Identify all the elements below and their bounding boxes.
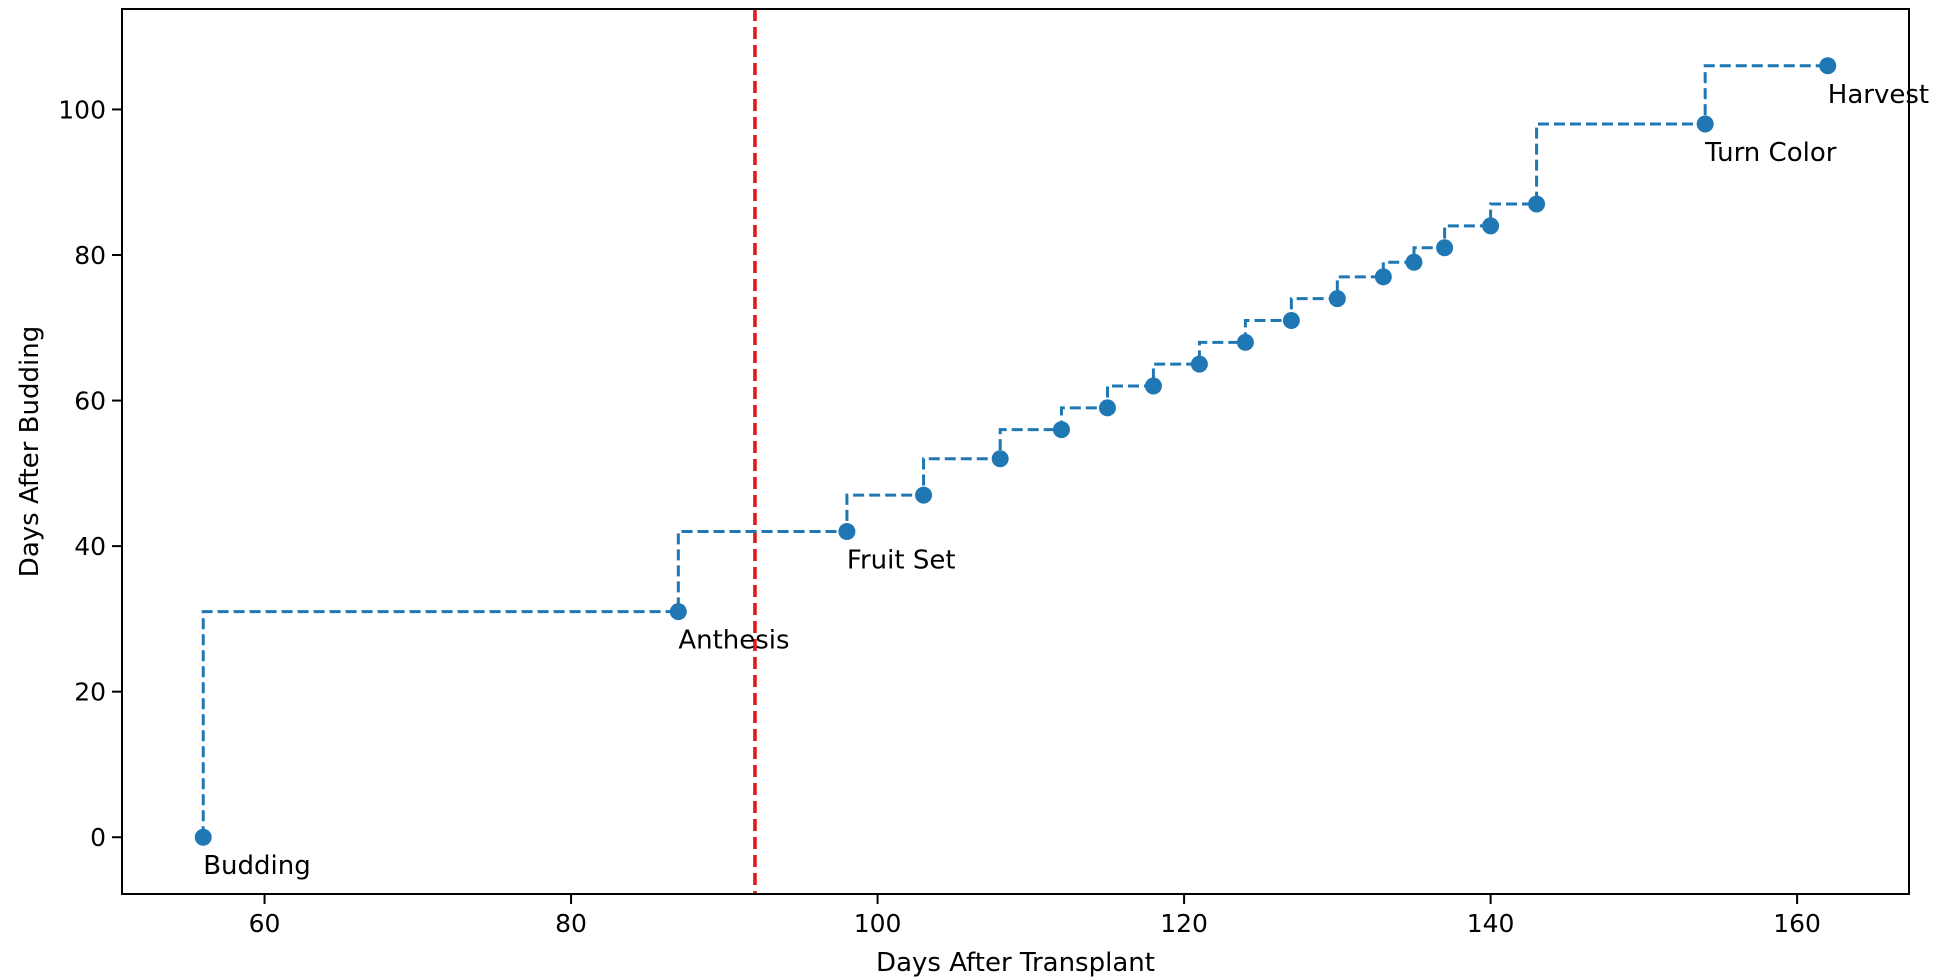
- plot-frame: [121, 8, 1910, 895]
- y-tick-label: 0: [90, 823, 106, 852]
- data-point: [1482, 217, 1500, 235]
- y-tick-label: 40: [74, 532, 106, 561]
- y-tick-label: 80: [74, 241, 106, 270]
- data-point: [991, 450, 1009, 468]
- y-tick-label: 60: [74, 387, 106, 416]
- point-annotation: Harvest: [1828, 80, 1929, 110]
- data-point: [915, 486, 933, 504]
- point-annotation: Anthesis: [678, 626, 789, 656]
- data-point: [194, 828, 212, 846]
- y-axis-title: Days After Budding: [15, 326, 45, 577]
- data-point: [1696, 115, 1714, 133]
- data-point: [1144, 377, 1162, 395]
- annotation-layer: Budding Anthesis Fruit Set Turn Color Harves…: [203, 80, 1929, 881]
- data-point: [1436, 239, 1454, 257]
- point-annotation: Turn Color: [1704, 138, 1837, 168]
- data-point: [838, 523, 856, 541]
- data-point: [1374, 268, 1392, 286]
- point-annotation: Budding: [203, 851, 311, 881]
- x-tick-label: 160: [1773, 909, 1821, 938]
- x-tick-label: 120: [1160, 909, 1208, 938]
- x-axis-title: Days After Transplant: [876, 948, 1155, 978]
- data-point: [1405, 253, 1423, 271]
- tick-layer: 60 80 100 120 140 160 0 20 40 60 80 100: [58, 95, 1821, 938]
- point-annotation: Fruit Set: [847, 546, 956, 576]
- marker-layer: [194, 57, 1837, 846]
- y-tick-label: 20: [74, 678, 106, 707]
- data-point: [1528, 195, 1546, 213]
- data-point: [1328, 290, 1346, 308]
- x-tick-label: 80: [555, 909, 587, 938]
- x-tick-label: 140: [1467, 909, 1515, 938]
- data-point: [1282, 311, 1300, 329]
- x-tick-label: 60: [249, 909, 281, 938]
- data-point: [669, 603, 687, 621]
- data-point: [1098, 399, 1116, 417]
- y-tick-label: 100: [58, 95, 106, 124]
- data-point: [1052, 421, 1070, 439]
- data-point: [1819, 57, 1837, 75]
- x-tick-label: 100: [854, 909, 902, 938]
- data-point: [1190, 355, 1208, 373]
- data-point: [1236, 333, 1254, 351]
